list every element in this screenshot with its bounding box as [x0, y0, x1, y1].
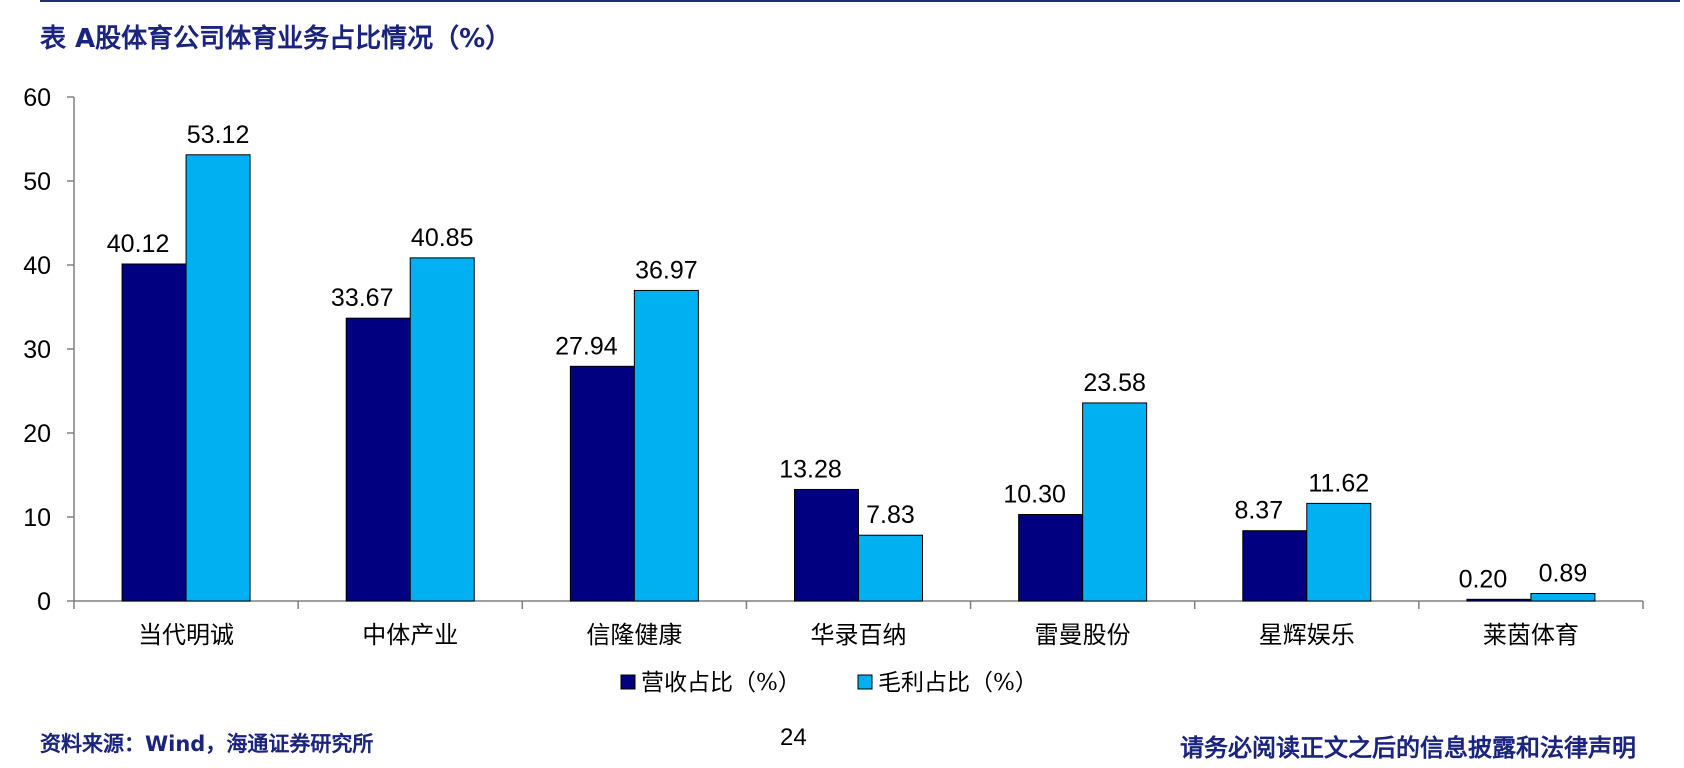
data-label: 40.12: [107, 230, 170, 258]
data-label: 0.20: [1459, 565, 1508, 593]
data-label: 23.58: [1083, 369, 1146, 397]
bar-revenue: [1466, 598, 1532, 602]
page-number: 24: [780, 724, 807, 751]
data-label: 10.30: [1003, 480, 1066, 508]
bar-gross-profit: [858, 534, 923, 602]
data-label: 40.85: [411, 224, 474, 252]
legend-swatch-gross-profit: [857, 674, 873, 690]
x-category-label: 星辉娱乐: [1259, 621, 1355, 649]
source-note: 资料来源：Wind，海通证券研究所: [40, 732, 374, 756]
bar-revenue: [121, 263, 187, 602]
chart-title: 表 A股体育公司体育业务占比情况（%）: [40, 24, 512, 54]
data-label: 53.12: [187, 121, 250, 149]
legend-label-gross-profit: 毛利占比（%）: [878, 670, 1038, 696]
bar-revenue: [1242, 530, 1308, 602]
bar-revenue: [345, 317, 411, 602]
bar-revenue: [569, 365, 635, 602]
bar-revenue: [1018, 513, 1084, 602]
y-tick-label: 20: [23, 420, 51, 448]
bar-gross-profit: [1082, 402, 1148, 602]
y-tick-label: 50: [23, 168, 51, 196]
x-category-label: 当代明诚: [138, 621, 234, 649]
legend-label-revenue: 营收占比（%）: [641, 670, 801, 696]
data-label: 27.94: [555, 332, 618, 360]
bar-gross-profit: [1530, 593, 1596, 602]
data-label: 36.97: [635, 256, 698, 284]
legal-disclaimer: 请务必阅读正文之后的信息披露和法律声明: [1180, 733, 1636, 762]
bar-gross-profit: [1306, 502, 1372, 602]
bar-gross-profit: [633, 289, 699, 602]
bar-revenue: [794, 488, 859, 602]
bar-gross-profit: [185, 154, 251, 602]
x-category-label: 华录百纳: [811, 621, 907, 649]
data-label: 8.37: [1234, 497, 1283, 525]
x-category-label: 中体产业: [362, 621, 458, 649]
top-frame-border: [40, 0, 1680, 2]
legend-swatch-revenue: [620, 674, 636, 690]
y-tick-label: 30: [23, 336, 51, 364]
data-label: 0.89: [1539, 560, 1588, 588]
y-tick-label: 60: [23, 84, 51, 112]
bar-gross-profit: [409, 257, 475, 602]
x-category-label: 雷曼股份: [1035, 621, 1131, 649]
y-tick-label: 10: [23, 504, 51, 532]
x-category-label: 信隆健康: [586, 621, 682, 649]
y-tick-label: 0: [37, 588, 51, 616]
bar-chart: 0 10 20 30 40 50 60 40.12 53.12 当代明诚 33.67 40.85 中体产…: [23, 84, 1644, 696]
x-category-label: 莱茵体育: [1483, 621, 1579, 649]
data-label: 13.28: [779, 455, 842, 483]
data-label: 33.67: [331, 284, 394, 312]
data-label: 11.62: [1308, 469, 1369, 497]
y-tick-label: 40: [23, 252, 51, 280]
data-label: 7.83: [866, 501, 915, 529]
